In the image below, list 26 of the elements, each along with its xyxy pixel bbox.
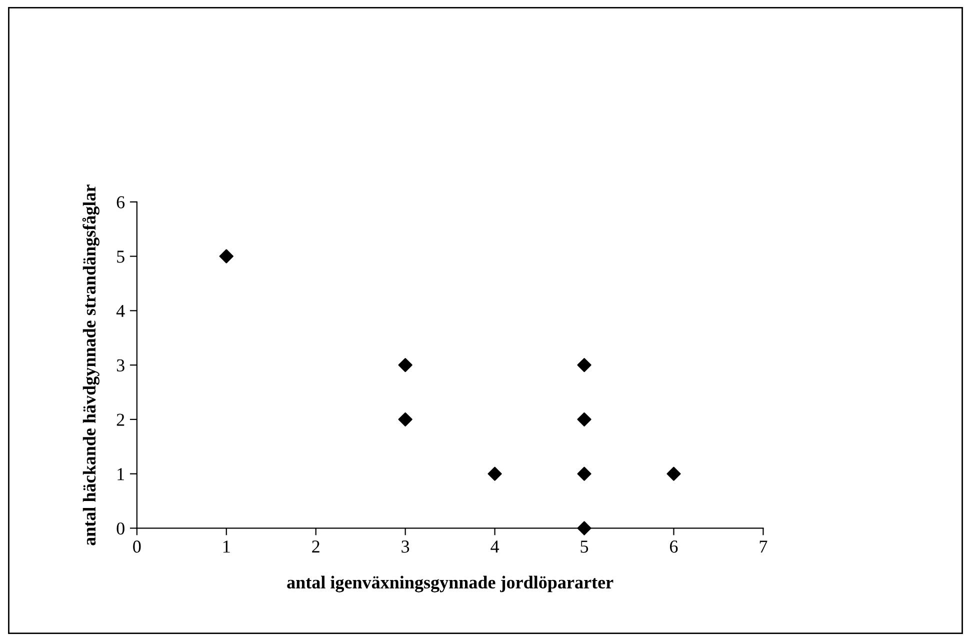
point [488, 466, 502, 481]
x-tick-label: 7 [760, 540, 768, 553]
y-tick-label: 4 [116, 305, 125, 317]
y-tick-label: 0 [116, 522, 124, 535]
x-tick-label: 1 [223, 540, 230, 553]
x-tick-label: 5 [580, 540, 588, 553]
x-tick-label: 0 [133, 540, 141, 553]
x-tick-label: 2 [312, 540, 320, 553]
x-axis-title: antal igenväxningsgynnade jordlöpararter [287, 576, 614, 592]
point [398, 358, 412, 372]
y-axis-title: antal häckande hävdgynnade strandängsfåglar [82, 184, 100, 546]
point [577, 358, 592, 372]
y-tick-label: 2 [116, 414, 124, 426]
y-tick-label: 3 [116, 359, 124, 372]
point [577, 466, 592, 481]
point [577, 521, 592, 536]
point [219, 249, 234, 264]
y-tick-label: 6 [116, 196, 125, 208]
point [577, 412, 592, 426]
x-tick-label: 4 [490, 540, 500, 553]
x-tick-label: 6 [670, 540, 678, 553]
y-tick-label: 5 [117, 250, 124, 263]
point [398, 412, 412, 426]
point [666, 466, 681, 481]
x-tick-label: 3 [402, 540, 410, 553]
y-tick-label: 1 [118, 468, 124, 480]
